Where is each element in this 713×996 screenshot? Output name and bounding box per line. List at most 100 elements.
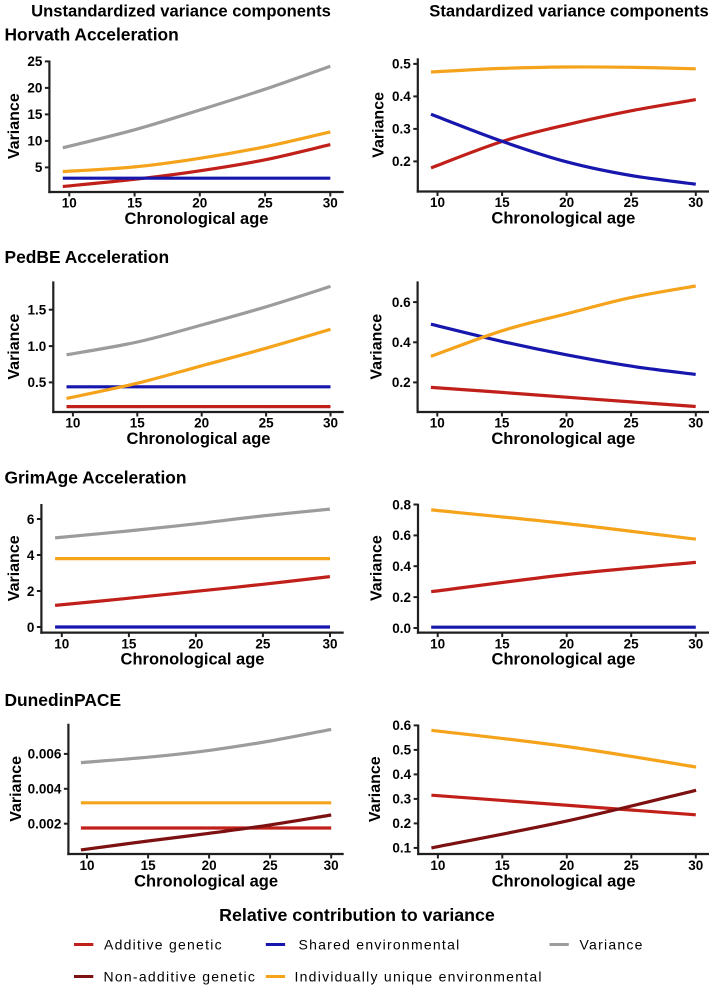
svg-text:15: 15 [495,636,511,651]
svg-text:0.2: 0.2 [392,154,411,169]
svg-text:0.1: 0.1 [392,841,411,856]
svg-text:25: 25 [624,636,640,651]
svg-text:25: 25 [259,416,275,431]
svg-text:Variance: Variance [8,756,25,822]
svg-text:Chronological age: Chronological age [492,651,636,669]
svg-text:10: 10 [27,134,42,149]
svg-text:30: 30 [323,416,338,431]
svg-text:20: 20 [559,195,574,210]
svg-text:1.5: 1.5 [28,303,47,318]
svg-text:2: 2 [27,584,35,599]
svg-text:0.2: 0.2 [392,590,411,605]
svg-text:0.4: 0.4 [392,767,411,782]
svg-text:20: 20 [559,858,574,873]
svg-text:0: 0 [27,620,35,635]
svg-text:20: 20 [27,81,42,96]
svg-text:Chronological age: Chronological age [125,210,269,228]
svg-text:Variance: Variance [580,937,644,953]
svg-text:25: 25 [263,858,279,873]
svg-text:DunedinPACE: DunedinPACE [5,690,122,710]
svg-text:30: 30 [688,636,703,651]
svg-text:20: 20 [194,416,209,431]
svg-text:30: 30 [323,196,338,211]
svg-text:30: 30 [322,636,337,651]
svg-text:Variance: Variance [6,93,23,159]
svg-text:Relative contribution to varia: Relative contribution to variance [219,905,495,925]
svg-text:20: 20 [559,636,574,651]
svg-text:25: 25 [624,416,640,431]
svg-text:0.4: 0.4 [392,559,411,574]
svg-text:Variance: Variance [6,535,23,601]
svg-text:15: 15 [121,636,137,651]
svg-text:15: 15 [127,196,143,211]
svg-text:0.3: 0.3 [392,122,411,137]
svg-text:15: 15 [141,858,157,873]
svg-text:Non-additive genetic: Non-additive genetic [104,969,257,985]
svg-text:15: 15 [495,195,511,210]
svg-text:0.6: 0.6 [392,295,411,310]
svg-text:Variance: Variance [367,756,384,822]
svg-text:25: 25 [255,636,271,651]
svg-text:20: 20 [188,636,203,651]
svg-text:0.3: 0.3 [392,792,411,807]
svg-text:20: 20 [559,416,574,431]
svg-text:Variance: Variance [369,314,386,380]
svg-text:0.006: 0.006 [28,747,62,762]
svg-text:15: 15 [130,416,146,431]
svg-text:Standardized variance componen: Standardized variance components [429,1,708,20]
svg-text:25: 25 [27,54,43,69]
svg-text:Variance: Variance [369,535,386,601]
svg-text:25: 25 [258,196,274,211]
svg-text:0.5: 0.5 [28,375,47,390]
svg-text:10: 10 [430,858,445,873]
svg-text:25: 25 [624,195,640,210]
svg-text:Variance: Variance [6,314,23,380]
svg-text:GrimAge Acceleration: GrimAge Acceleration [5,468,187,488]
svg-text:0.4: 0.4 [392,335,411,350]
svg-text:10: 10 [65,416,80,431]
svg-text:10: 10 [430,416,445,431]
svg-text:0.6: 0.6 [392,718,411,733]
svg-text:5: 5 [35,160,43,175]
svg-text:10: 10 [54,636,69,651]
svg-text:0.6: 0.6 [392,528,411,543]
svg-text:15: 15 [27,107,43,122]
svg-text:30: 30 [324,858,339,873]
svg-text:20: 20 [192,196,207,211]
svg-text:Unstandardized variance compon: Unstandardized variance components [31,1,331,20]
svg-text:0.004: 0.004 [28,782,62,797]
svg-text:Horvath Acceleration: Horvath Acceleration [5,24,179,44]
svg-text:4: 4 [27,548,35,563]
svg-text:10: 10 [62,196,77,211]
svg-text:15: 15 [495,858,511,873]
svg-text:20: 20 [202,858,217,873]
svg-text:15: 15 [494,416,510,431]
svg-text:0.4: 0.4 [392,89,411,104]
svg-text:0.8: 0.8 [392,497,411,512]
svg-text:Additive genetic: Additive genetic [104,937,223,953]
svg-text:25: 25 [624,858,640,873]
svg-text:1.0: 1.0 [28,339,47,354]
svg-text:Chronological age: Chronological age [491,210,635,228]
svg-text:30: 30 [688,195,703,210]
svg-text:Chronological age: Chronological age [127,430,271,448]
svg-text:0.5: 0.5 [392,743,411,758]
svg-text:0.2: 0.2 [392,816,411,831]
svg-text:Individually unique environmen: Individually unique environmental [295,969,543,985]
svg-text:10: 10 [79,858,94,873]
svg-text:0.2: 0.2 [392,375,411,390]
svg-text:10: 10 [430,636,445,651]
svg-text:30: 30 [688,858,703,873]
svg-text:0.0: 0.0 [392,621,411,636]
svg-text:0.5: 0.5 [392,57,411,72]
svg-text:PedBE Acceleration: PedBE Acceleration [5,247,170,267]
svg-text:Chronological age: Chronological age [134,872,278,890]
svg-text:Variance: Variance [371,92,388,158]
svg-text:10: 10 [430,195,445,210]
svg-text:6: 6 [27,512,35,527]
svg-text:Chronological age: Chronological age [492,872,636,890]
svg-text:Chronological age: Chronological age [121,651,265,669]
svg-text:0.002: 0.002 [28,817,62,832]
svg-text:Chronological age: Chronological age [491,430,635,448]
svg-text:30: 30 [688,416,703,431]
